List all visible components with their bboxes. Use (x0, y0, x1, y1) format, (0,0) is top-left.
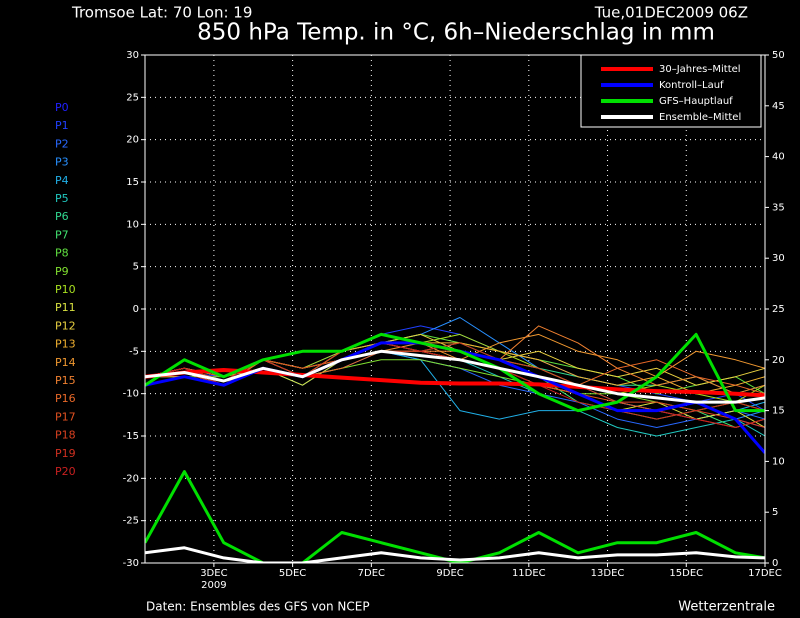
x-year-label: 2009 (201, 580, 226, 591)
member-label: P3 (55, 156, 69, 169)
y-tick-label: -15 (123, 431, 139, 442)
member-label: P4 (55, 174, 69, 187)
x-tick-label: 3DEC (200, 568, 227, 579)
y2-tick-label: 25 (772, 304, 785, 315)
x-tick-label: 9DEC (436, 568, 463, 579)
member-label: P11 (55, 301, 76, 314)
chart-title: 850 hPa Temp. in °C, 6h–Niederschlag in … (197, 20, 715, 46)
member-label: P17 (55, 410, 76, 423)
y-tick-label: 15 (126, 177, 139, 188)
member-label: P0 (55, 101, 69, 114)
member-label: P8 (55, 247, 69, 260)
member-label: P12 (55, 319, 76, 332)
y-tick-label: -10 (123, 389, 139, 400)
x-tick-label: 5DEC (279, 568, 306, 579)
y2-tick-label: 30 (772, 253, 785, 264)
y-tick-label: 5 (133, 262, 139, 273)
grid (145, 54, 766, 564)
x-tick-label: 13DEC (591, 568, 625, 579)
run-time: Tue,01DEC2009 06Z (594, 4, 748, 22)
member-label: P1 (55, 119, 69, 132)
y-tick-label: 30 (126, 50, 139, 61)
member-label: P16 (55, 392, 76, 405)
x-tick-label: 7DEC (358, 568, 385, 579)
x-tick-label: 15DEC (669, 568, 703, 579)
series-line (145, 332, 765, 413)
location: Tromsoe Lat: 70 Lon: 19 (71, 4, 252, 22)
y2-tick-label: 15 (772, 406, 785, 417)
x-tick-label: 17DEC (748, 568, 782, 579)
y-tick-label: -30 (123, 558, 139, 569)
legend-label: GFS–Hauptlauf (659, 96, 733, 107)
member-label: P5 (55, 192, 69, 205)
credit: Wetterzentrale (678, 600, 775, 615)
member-label: P19 (55, 447, 76, 460)
y-tick-label: -5 (129, 346, 139, 357)
member-label: P15 (55, 374, 76, 387)
y2-tick-label: 40 (772, 152, 785, 163)
y2-tick-label: 20 (772, 355, 785, 366)
labels: -30 -25 -20 -15 -10 -5 0 5 10 15 20 25 30 0 5 10 15 20 25 3… (55, 50, 785, 591)
y2-tick-label: 45 (772, 101, 785, 112)
member-label: P7 (55, 228, 69, 241)
y2-tick-label: 0 (772, 558, 778, 569)
y2-tick-label: 35 (772, 202, 785, 213)
source: Daten: Ensembles des GFS von NCEP (146, 600, 370, 614)
precip-line (145, 470, 765, 563)
legend-label: Ensemble–Mittel (659, 112, 741, 123)
member-label: P2 (55, 137, 69, 150)
member-label: P13 (55, 338, 76, 351)
member-label: P14 (55, 356, 76, 369)
member-label: P20 (55, 465, 76, 478)
y-tick-label: -20 (123, 473, 139, 484)
series-line (145, 349, 765, 404)
plot-lines (145, 317, 765, 563)
member-label: P9 (55, 265, 69, 278)
y-tick-label: 0 (133, 304, 139, 315)
y-tick-label: 10 (126, 219, 139, 230)
y-tick-label: -25 (123, 516, 139, 527)
x-tick-label: 11DEC (512, 568, 546, 579)
member-line (145, 325, 765, 412)
y2-tick-label: 10 (772, 456, 785, 467)
member-label: P10 (55, 283, 76, 296)
y2-tick-label: 5 (772, 507, 778, 518)
member-label: P6 (55, 210, 69, 223)
y2-tick-label: 50 (772, 50, 785, 61)
legend-label: 30–Jahres–Mittel (659, 64, 741, 75)
y-tick-label: 25 (126, 92, 139, 103)
precip-line (145, 546, 765, 563)
y-tick-label: 20 (126, 135, 139, 146)
legend-label: Kontroll–Lauf (659, 80, 724, 91)
member-label: P18 (55, 429, 76, 442)
